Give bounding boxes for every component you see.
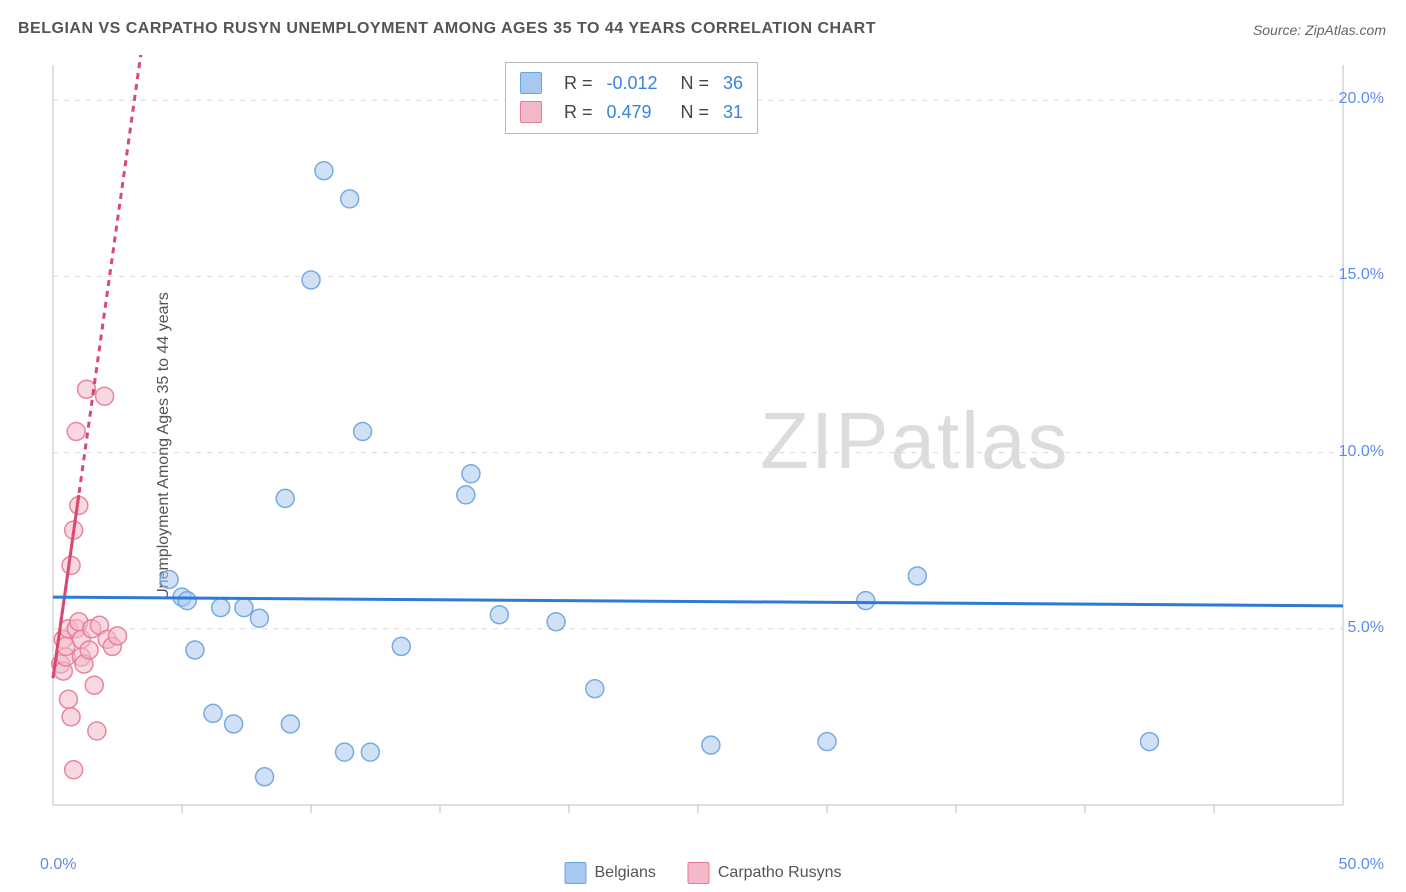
x-origin-label: 0.0% — [40, 856, 76, 874]
r-value: -0.012 — [607, 69, 667, 98]
legend-swatch — [520, 101, 542, 123]
y-tick-label: 5.0% — [1348, 619, 1384, 637]
plot-area — [48, 55, 1388, 835]
chart-container: BELGIAN VS CARPATHO RUSYN UNEMPLOYMENT A… — [0, 0, 1406, 892]
y-tick-label: 10.0% — [1339, 443, 1384, 461]
r-value: 0.479 — [607, 98, 667, 127]
n-value: 36 — [723, 69, 743, 98]
legend-item: Belgians — [565, 862, 656, 884]
n-label: N = — [681, 98, 710, 127]
legend-swatch — [688, 862, 710, 884]
r-label: R = — [564, 69, 593, 98]
n-label: N = — [681, 69, 710, 98]
series-legend: Belgians Carpatho Rusyns — [565, 862, 842, 884]
legend-item: Carpatho Rusyns — [688, 862, 842, 884]
stats-row: R = 0.479 N = 31 — [520, 98, 743, 127]
legend-swatch — [520, 72, 542, 94]
legend-label: Belgians — [595, 864, 656, 881]
legend-label: Carpatho Rusyns — [718, 864, 842, 881]
scatter-svg — [48, 55, 1388, 835]
stats-legend-box: R = -0.012 N = 36 R = 0.479 N = 31 — [505, 62, 758, 134]
n-value: 31 — [723, 98, 743, 127]
x-max-label: 50.0% — [1339, 856, 1384, 874]
legend-swatch — [565, 862, 587, 884]
chart-title: BELGIAN VS CARPATHO RUSYN UNEMPLOYMENT A… — [18, 20, 876, 38]
y-tick-label: 15.0% — [1339, 266, 1384, 284]
y-tick-label: 20.0% — [1339, 90, 1384, 108]
stats-row: R = -0.012 N = 36 — [520, 69, 743, 98]
r-label: R = — [564, 98, 593, 127]
source-label: Source: ZipAtlas.com — [1253, 22, 1386, 38]
